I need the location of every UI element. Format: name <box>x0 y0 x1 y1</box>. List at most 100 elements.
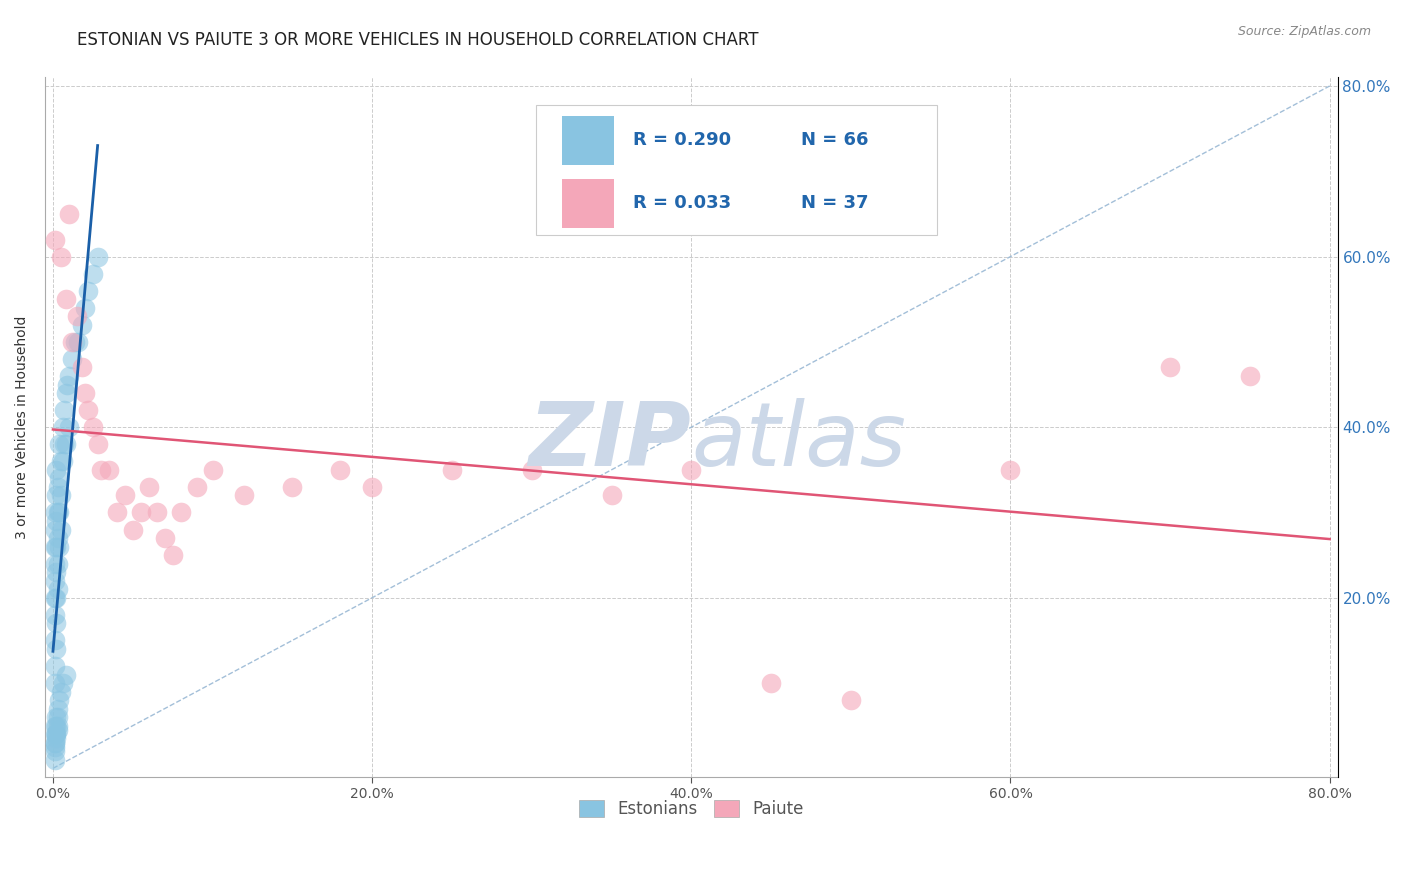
Point <box>48 693 70 707</box>
Text: N = 66: N = 66 <box>801 131 869 149</box>
Point <box>51 420 73 434</box>
Point <box>44 739 66 754</box>
Point <box>46 723 69 737</box>
Point <box>45 591 67 605</box>
Text: atlas: atlas <box>692 398 907 484</box>
Point <box>839 693 862 707</box>
Point <box>51 676 73 690</box>
Point <box>55 437 77 451</box>
Point <box>281 480 304 494</box>
Point <box>51 454 73 468</box>
Point <box>44 574 66 588</box>
Point <box>44 744 66 758</box>
Point <box>60 334 83 349</box>
Point <box>49 523 72 537</box>
Point <box>45 514 67 528</box>
Text: ESTONIAN VS PAIUTE 3 OR MORE VEHICLES IN HOUSEHOLD CORRELATION CHART: ESTONIAN VS PAIUTE 3 OR MORE VEHICLES IN… <box>77 31 759 49</box>
Point <box>44 523 66 537</box>
Point <box>49 454 72 468</box>
Point <box>73 386 96 401</box>
Point <box>53 403 76 417</box>
Point <box>153 531 176 545</box>
Point <box>56 377 79 392</box>
Point <box>97 463 120 477</box>
Point <box>77 284 100 298</box>
Point <box>45 463 67 477</box>
Point <box>86 250 108 264</box>
Point <box>162 548 184 562</box>
Point <box>49 250 72 264</box>
Text: N = 37: N = 37 <box>801 194 869 212</box>
Point <box>45 727 67 741</box>
Point <box>48 540 70 554</box>
Point <box>44 505 66 519</box>
Point <box>46 505 69 519</box>
Point <box>44 540 66 554</box>
Point <box>44 607 66 622</box>
Point <box>44 659 66 673</box>
Point <box>1159 360 1181 375</box>
Point <box>44 676 66 690</box>
FancyBboxPatch shape <box>536 105 936 235</box>
Point <box>58 368 80 383</box>
Point <box>55 292 77 306</box>
Point <box>44 633 66 648</box>
FancyBboxPatch shape <box>562 179 614 227</box>
Y-axis label: 3 or more Vehicles in Household: 3 or more Vehicles in Household <box>15 316 30 539</box>
Point <box>45 540 67 554</box>
Point <box>46 582 69 597</box>
Point <box>121 523 143 537</box>
Text: ZIP: ZIP <box>529 398 692 484</box>
Point <box>48 437 70 451</box>
Point <box>48 505 70 519</box>
FancyBboxPatch shape <box>562 116 614 165</box>
Point <box>361 480 384 494</box>
Text: R = 0.033: R = 0.033 <box>633 194 731 212</box>
Point <box>45 565 67 579</box>
Point <box>440 463 463 477</box>
Point <box>45 719 67 733</box>
Point <box>73 301 96 315</box>
Point <box>46 480 69 494</box>
Point <box>145 505 167 519</box>
Point <box>44 233 66 247</box>
Text: Source: ZipAtlas.com: Source: ZipAtlas.com <box>1237 25 1371 38</box>
Point <box>1239 368 1261 383</box>
Point <box>46 719 69 733</box>
Point <box>66 310 89 324</box>
Point <box>60 351 83 366</box>
Point <box>46 701 69 715</box>
Point <box>600 488 623 502</box>
Point <box>129 505 152 519</box>
Point <box>70 318 93 332</box>
Point <box>44 591 66 605</box>
Point <box>82 420 104 434</box>
Point <box>45 641 67 656</box>
Point <box>53 437 76 451</box>
Point <box>138 480 160 494</box>
Point <box>49 488 72 502</box>
Point <box>1000 463 1022 477</box>
Point <box>45 731 67 746</box>
Point <box>58 207 80 221</box>
Point <box>44 727 66 741</box>
Point <box>55 667 77 681</box>
Point <box>186 480 208 494</box>
Text: R = 0.290: R = 0.290 <box>633 131 731 149</box>
Legend: Estonians, Paiute: Estonians, Paiute <box>572 793 810 824</box>
Point <box>58 420 80 434</box>
Point <box>681 463 703 477</box>
Point <box>65 334 87 349</box>
Point <box>67 334 90 349</box>
Point <box>44 557 66 571</box>
Point <box>44 719 66 733</box>
Point <box>201 463 224 477</box>
Point <box>46 710 69 724</box>
Point <box>77 403 100 417</box>
Point <box>45 616 67 631</box>
Point <box>45 488 67 502</box>
Point <box>46 531 69 545</box>
Point <box>233 488 256 502</box>
Point <box>86 437 108 451</box>
Point <box>105 505 128 519</box>
